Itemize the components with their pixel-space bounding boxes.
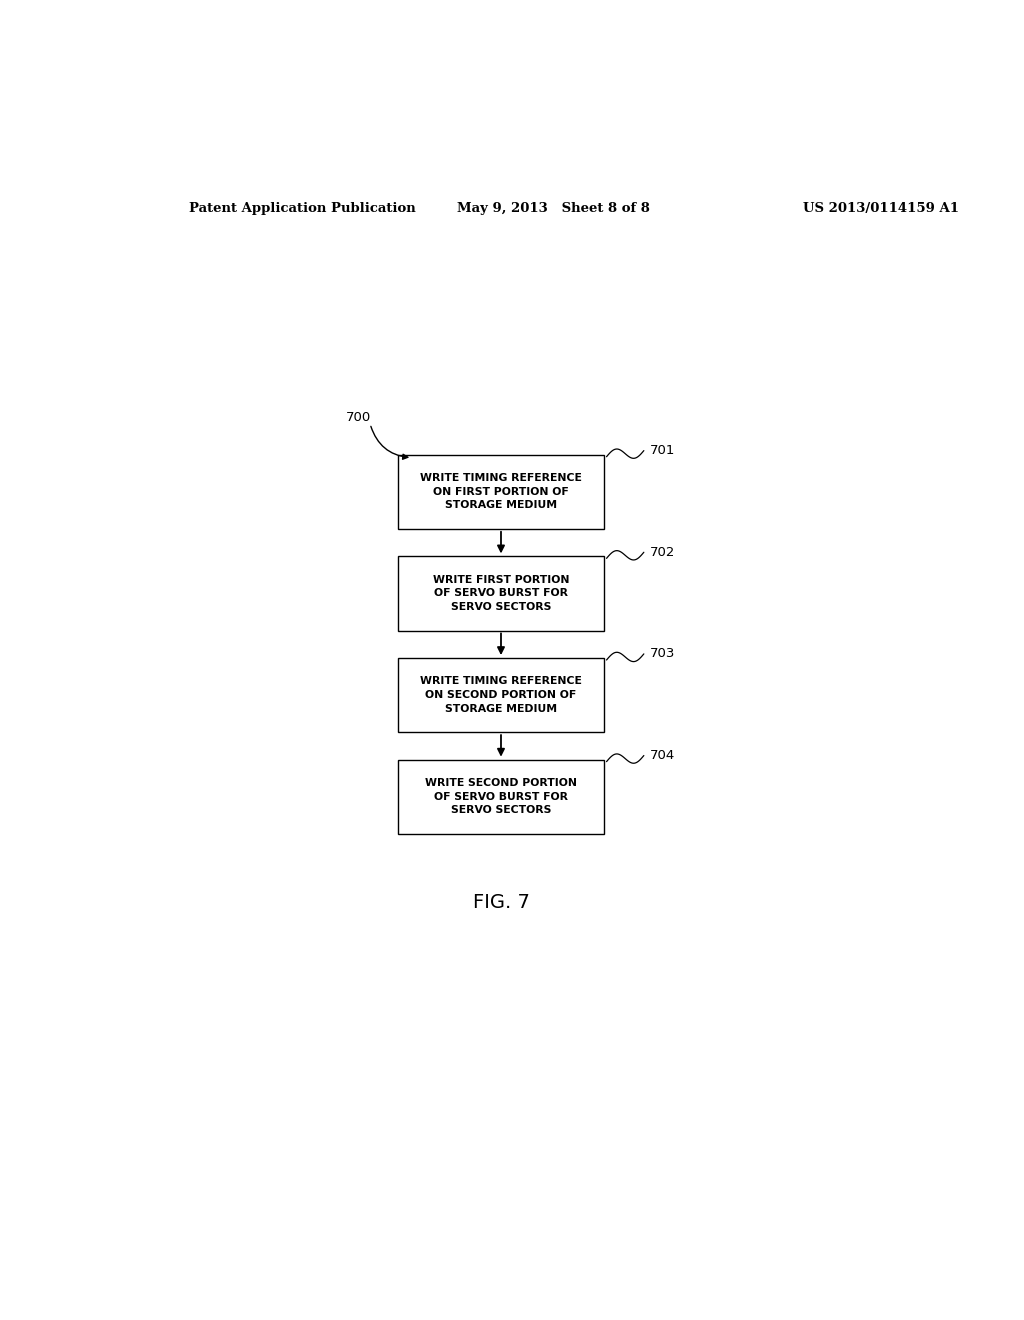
Text: WRITE TIMING REFERENCE
ON FIRST PORTION OF
STORAGE MEDIUM: WRITE TIMING REFERENCE ON FIRST PORTION … (420, 473, 582, 511)
Text: 700: 700 (346, 411, 372, 424)
Text: WRITE SECOND PORTION
OF SERVO BURST FOR
SERVO SECTORS: WRITE SECOND PORTION OF SERVO BURST FOR … (425, 777, 577, 816)
FancyBboxPatch shape (397, 657, 604, 733)
Text: WRITE FIRST PORTION
OF SERVO BURST FOR
SERVO SECTORS: WRITE FIRST PORTION OF SERVO BURST FOR S… (433, 574, 569, 612)
FancyBboxPatch shape (397, 454, 604, 529)
FancyBboxPatch shape (397, 556, 604, 631)
Text: 704: 704 (650, 748, 676, 762)
Text: FIG. 7: FIG. 7 (472, 892, 529, 912)
Text: WRITE TIMING REFERENCE
ON SECOND PORTION OF
STORAGE MEDIUM: WRITE TIMING REFERENCE ON SECOND PORTION… (420, 676, 582, 714)
Text: May 9, 2013   Sheet 8 of 8: May 9, 2013 Sheet 8 of 8 (458, 202, 650, 215)
Text: US 2013/0114159 A1: US 2013/0114159 A1 (803, 202, 958, 215)
Text: 702: 702 (650, 545, 676, 558)
Text: 701: 701 (650, 444, 676, 457)
Text: 703: 703 (650, 647, 676, 660)
Text: Patent Application Publication: Patent Application Publication (189, 202, 416, 215)
FancyBboxPatch shape (397, 759, 604, 834)
